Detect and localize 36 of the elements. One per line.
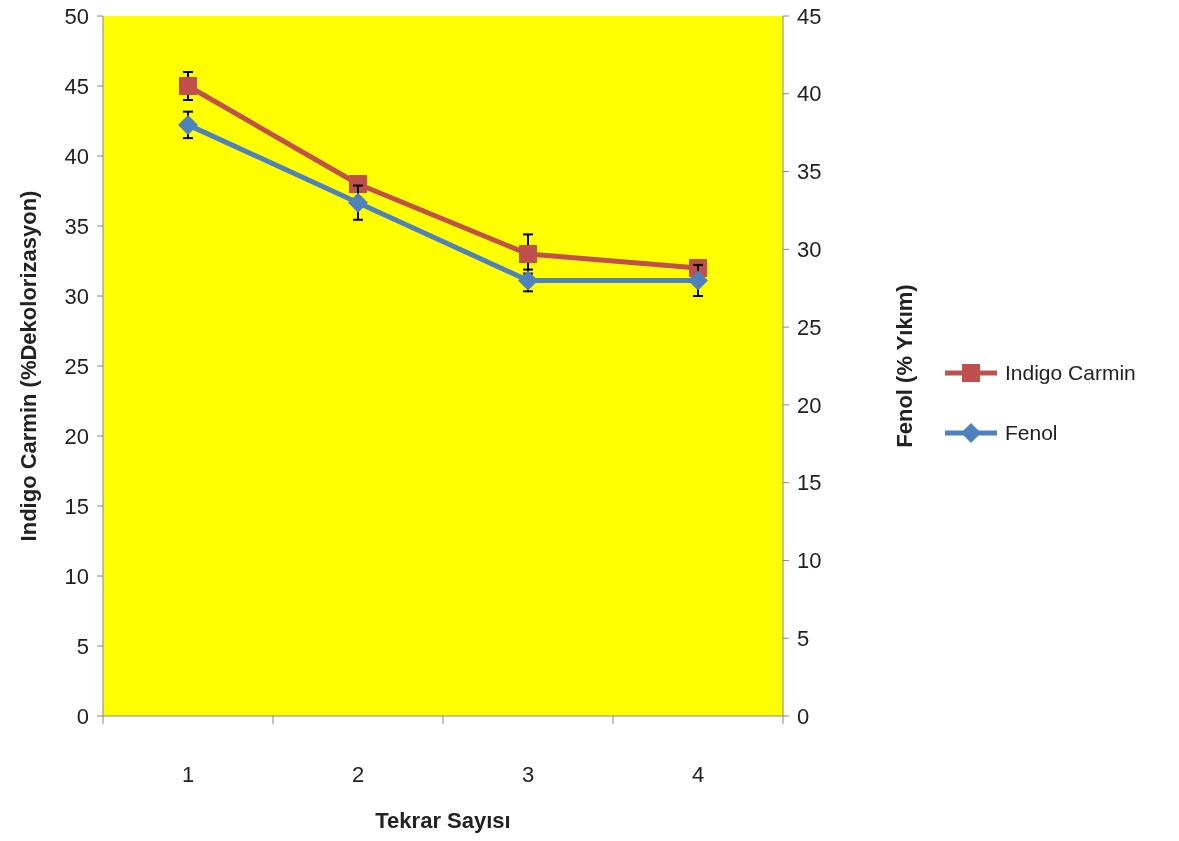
legend-label: Indigo Carmin: [1005, 361, 1136, 385]
y2-tick-label: 40: [797, 81, 822, 107]
y-tick-label: 25: [64, 353, 89, 379]
y2-tick-label: 35: [797, 159, 822, 185]
y-tick-label: 0: [76, 703, 89, 729]
y-tick-label: 50: [64, 3, 89, 29]
y2-tick-label: 10: [797, 548, 822, 574]
point: [178, 114, 198, 135]
y-tick-label: 30: [64, 283, 89, 309]
x-tick-label: 2: [351, 762, 365, 787]
y-tick-label: 5: [76, 633, 89, 659]
x-axis-title: Tekrar Sayısı: [375, 808, 511, 833]
y-tick-label: 45: [64, 73, 89, 99]
point: [349, 175, 367, 193]
y2-tick-label: 5: [797, 625, 810, 651]
x-tick-label: 1: [181, 762, 195, 787]
legend-label: Fenol: [1005, 421, 1058, 445]
point: [688, 270, 708, 291]
x-tick-label: 4: [691, 762, 705, 787]
y-tick-label: 35: [64, 213, 89, 239]
y2-axis-title: Fenol (% Yıkım): [892, 284, 917, 448]
y-axis-title: Indigo Carmin (%Dekolorizasyon): [16, 190, 41, 542]
point: [348, 192, 368, 213]
y2-tick-label: 0: [797, 703, 810, 729]
y2-tick-label: 25: [797, 314, 822, 340]
y2-tick-label: 15: [797, 470, 822, 496]
y-tick-label: 15: [64, 493, 89, 519]
y-tick-label: 20: [64, 423, 89, 449]
point: [179, 77, 197, 95]
y-tick-label: 40: [64, 143, 89, 169]
y2-tick-label: 20: [797, 392, 822, 418]
y-tick-label: 10: [64, 563, 89, 589]
point: [519, 245, 537, 263]
x-tick-label: 3: [521, 762, 535, 787]
y2-tick-label: 30: [797, 237, 822, 263]
y2-tick-label: 45: [797, 3, 822, 29]
